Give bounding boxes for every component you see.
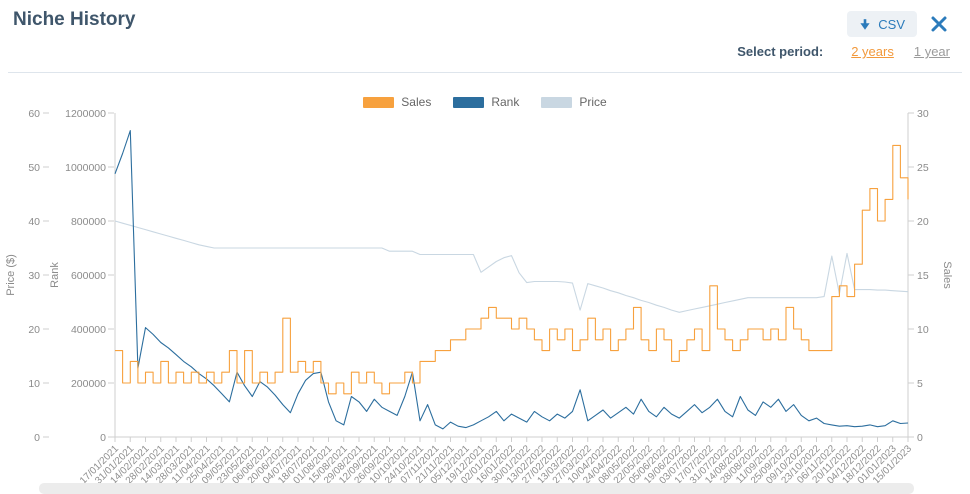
svg-text:Rank: Rank xyxy=(49,262,61,288)
svg-text:10: 10 xyxy=(28,378,40,390)
legend-item-sales[interactable]: Sales xyxy=(363,95,431,109)
svg-text:5: 5 xyxy=(917,378,923,390)
legend-label-sales: Sales xyxy=(401,95,432,109)
legend-label-price: Price xyxy=(579,95,607,109)
select-period-label: Select period: xyxy=(737,44,824,59)
header-divider xyxy=(8,72,962,73)
legend-item-rank[interactable]: Rank xyxy=(453,95,519,109)
svg-text:20: 20 xyxy=(28,324,40,336)
period-link-1-year[interactable]: 1 year xyxy=(913,44,950,59)
legend-swatch-sales-icon xyxy=(363,96,395,108)
period-link-2-years[interactable]: 2 years xyxy=(851,44,894,59)
legend-swatch-price-icon xyxy=(541,96,573,108)
svg-text:600000: 600000 xyxy=(71,270,106,282)
svg-text:0: 0 xyxy=(917,432,923,444)
svg-text:10: 10 xyxy=(917,324,929,336)
svg-text:0: 0 xyxy=(100,432,106,444)
legend-item-price[interactable]: Price xyxy=(541,95,607,109)
svg-text:30: 30 xyxy=(28,270,40,282)
svg-text:30: 30 xyxy=(917,108,929,120)
close-icon xyxy=(931,16,947,32)
svg-text:50: 50 xyxy=(28,162,40,174)
download-arrow-icon xyxy=(860,18,870,30)
svg-text:Sales: Sales xyxy=(941,261,953,289)
svg-text:400000: 400000 xyxy=(71,324,106,336)
csv-download-button[interactable]: CSV xyxy=(847,11,917,37)
legend-swatch-rank-icon xyxy=(453,96,485,108)
header-actions: CSV xyxy=(847,11,952,37)
svg-text:1000000: 1000000 xyxy=(65,162,106,174)
svg-text:200000: 200000 xyxy=(71,378,106,390)
svg-text:25: 25 xyxy=(917,162,929,174)
svg-text:0: 0 xyxy=(34,432,40,444)
svg-text:20: 20 xyxy=(917,216,929,228)
chart-legend: Sales Rank Price xyxy=(0,95,970,109)
svg-text:800000: 800000 xyxy=(71,216,106,228)
x-axis: 17/01/202131/01/202114/02/202128/02/2021… xyxy=(78,437,914,487)
period-selector: Select period: 2 years 1 year xyxy=(737,44,950,59)
series-rank-line xyxy=(114,130,909,430)
series-sales-line xyxy=(115,144,909,395)
close-button[interactable] xyxy=(926,11,952,37)
svg-text:60: 60 xyxy=(28,108,40,120)
svg-text:1200000: 1200000 xyxy=(65,108,106,120)
csv-label: CSV xyxy=(878,16,905,32)
horizontal-scrollbar[interactable] xyxy=(39,483,914,494)
svg-text:40: 40 xyxy=(28,216,40,228)
svg-text:Price ($): Price ($) xyxy=(5,254,17,296)
svg-text:15: 15 xyxy=(917,270,929,282)
page-title: Niche History xyxy=(13,9,136,30)
legend-label-rank: Rank xyxy=(491,95,520,109)
series-price-line xyxy=(114,220,909,313)
